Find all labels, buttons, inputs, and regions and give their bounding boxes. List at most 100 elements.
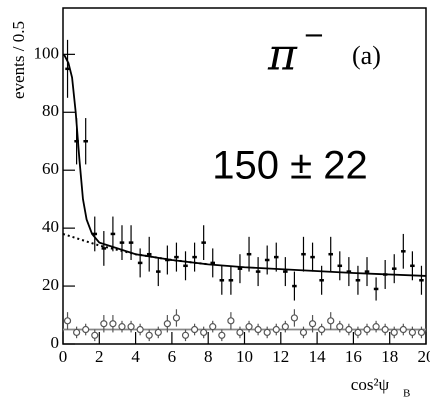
- point-marker: [172, 314, 181, 322]
- data-point: [410, 251, 415, 281]
- point-marker: [209, 323, 217, 331]
- point-marker: [190, 325, 199, 334]
- data-point: [218, 329, 226, 342]
- point-marker: [163, 320, 171, 328]
- data-point: [346, 257, 352, 287]
- data-point: [101, 231, 107, 266]
- data-point: [137, 248, 143, 278]
- point-marker: [417, 328, 426, 337]
- data-point: [237, 254, 243, 284]
- y-tick-label: 0: [51, 333, 60, 352]
- data-point: [246, 236, 252, 272]
- point-marker: [218, 331, 226, 339]
- data-point: [174, 242, 179, 272]
- data-point: [419, 265, 424, 295]
- data-point: [364, 257, 370, 287]
- yield-label: 150 ± 22: [212, 144, 367, 188]
- data-point: [128, 225, 134, 260]
- point-marker: [82, 325, 90, 334]
- x-tick-label: 16: [345, 347, 362, 366]
- particle-charge: −: [303, 21, 325, 51]
- data-point: [319, 265, 324, 295]
- data-point: [401, 233, 406, 269]
- point-marker: [63, 317, 72, 325]
- data-point: [73, 326, 81, 339]
- data-point: [381, 323, 389, 336]
- data-point: [236, 326, 244, 339]
- point-marker: [354, 328, 362, 337]
- y-tick-label: 80: [42, 101, 59, 120]
- data-point: [310, 242, 315, 272]
- point-marker: [263, 328, 271, 337]
- point-marker: [299, 328, 308, 337]
- point-marker: [345, 325, 353, 334]
- x-tick-label: 18: [381, 347, 398, 366]
- data-point: [336, 320, 344, 333]
- data-point: [272, 323, 280, 336]
- data-point: [390, 326, 398, 339]
- data-point: [408, 326, 416, 339]
- data-point: [337, 251, 343, 281]
- data-point: [201, 225, 206, 260]
- point-marker: [327, 317, 335, 325]
- data-point: [345, 323, 353, 336]
- point-marker: [145, 331, 153, 339]
- point-marker: [109, 320, 117, 328]
- data-point: [200, 326, 208, 339]
- point-marker: [245, 323, 253, 331]
- point-marker: [136, 325, 144, 334]
- x-tick-label: 8: [204, 347, 213, 366]
- data-point: [301, 236, 306, 272]
- point-marker: [318, 325, 326, 334]
- data-point: [82, 323, 90, 336]
- y-axis-label: events / 0.5: [9, 21, 28, 99]
- point-marker: [363, 325, 371, 334]
- data-point: [127, 320, 135, 333]
- point-marker: [200, 328, 208, 337]
- data-point: [183, 251, 188, 281]
- data-point: [219, 265, 225, 295]
- x-tick-label: 0: [59, 347, 68, 366]
- data-point: [373, 277, 379, 301]
- point-marker: [281, 323, 289, 331]
- data-point: [354, 326, 362, 339]
- point-marker: [308, 320, 317, 328]
- x-tick-label: 2: [95, 347, 104, 366]
- y-tick-label: 100: [34, 43, 60, 62]
- fit-curve: [63, 53, 427, 277]
- particle-label: π: [267, 30, 298, 81]
- x-tick-label: 4: [131, 347, 140, 366]
- data-point: [382, 260, 388, 289]
- point-marker: [272, 325, 280, 334]
- data-point: [156, 257, 161, 287]
- point-marker: [154, 328, 162, 337]
- data-point: [255, 257, 261, 287]
- x-tick-label: 20: [418, 347, 430, 366]
- point-marker: [73, 328, 81, 337]
- data-point: [100, 315, 108, 333]
- data-point: [391, 254, 397, 284]
- point-marker: [254, 325, 262, 334]
- data-point: [210, 248, 216, 278]
- data-point: [308, 315, 317, 333]
- x-axis-label-sub: B: [403, 388, 410, 400]
- y-tick-label: 40: [42, 217, 59, 236]
- data-point: [172, 309, 181, 327]
- point-marker: [372, 323, 380, 331]
- data-point: [110, 216, 116, 252]
- data-point: [245, 320, 253, 333]
- data-point: [363, 323, 371, 336]
- point-marker: [236, 328, 244, 337]
- data-point: [91, 329, 99, 342]
- panel-label: (a): [352, 41, 381, 70]
- point-marker: [91, 331, 99, 339]
- point-marker: [127, 323, 135, 331]
- x-tick-label: 6: [168, 347, 177, 366]
- data-point: [283, 257, 288, 287]
- x-tick-label: 10: [236, 347, 253, 366]
- data-point: [372, 320, 380, 333]
- data-point: [292, 271, 297, 301]
- data-point: [145, 329, 153, 342]
- data-point: [327, 312, 335, 330]
